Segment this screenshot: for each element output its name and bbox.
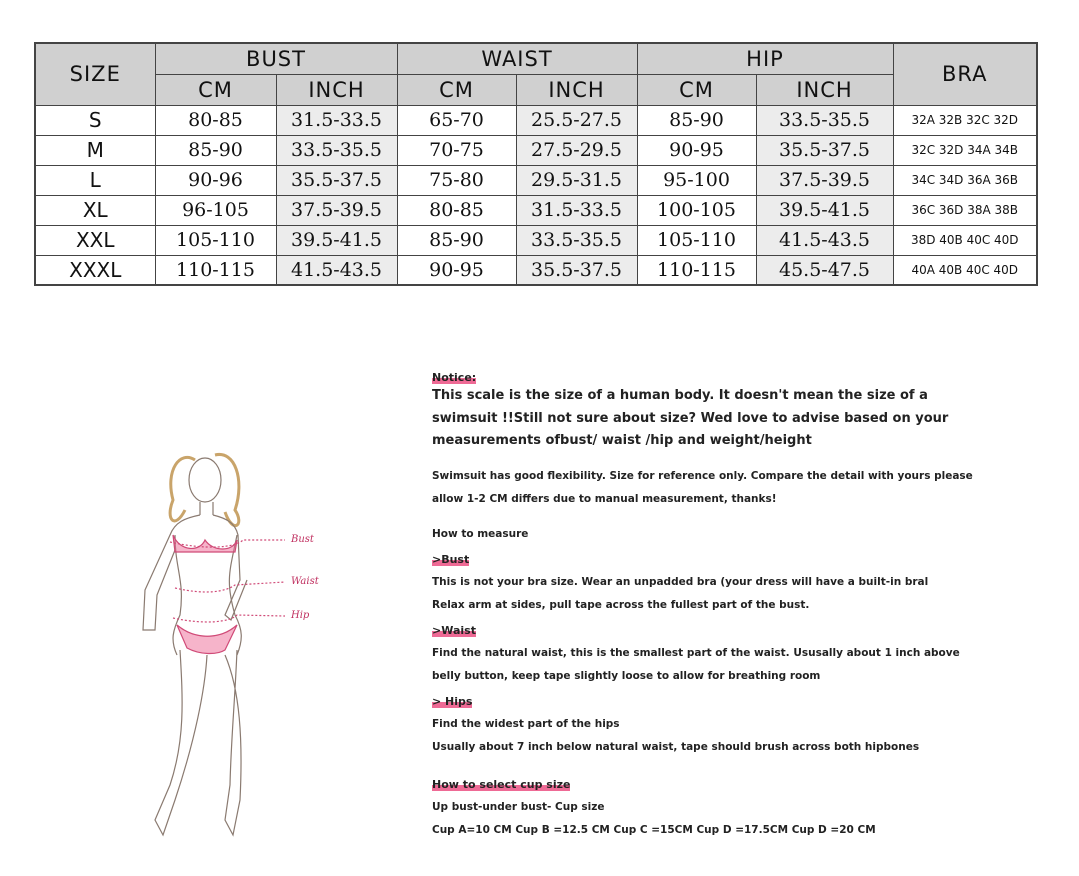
hip-label: Hip bbox=[291, 610, 310, 621]
cell-waist-cm: 65-70 bbox=[396, 104, 517, 136]
cell-waist-in: 29.5-31.5 bbox=[515, 164, 638, 196]
cell-waist-cm: 80-85 bbox=[396, 194, 517, 226]
table-row: XXXL 110-115 41.5-43.5 90-95 35.5-37.5 110-11… bbox=[34, 254, 1038, 286]
cell-hip-cm: 110-115 bbox=[636, 254, 757, 286]
header-hip: HIP bbox=[636, 42, 894, 75]
header-bust-inch: INCH bbox=[275, 73, 398, 106]
cell-hip-cm: 95-100 bbox=[636, 164, 757, 196]
cell-size: XXL bbox=[34, 224, 156, 256]
cell-waist-cm: 85-90 bbox=[396, 224, 517, 256]
table-row: XXL 105-110 39.5-41.5 85-90 33.5-35.5 105-110… bbox=[34, 224, 1038, 256]
cell-hip-cm: 90-95 bbox=[636, 134, 757, 166]
cup-line: Cup A=10 CM Cup B =12.5 CM Cup C =15CM C… bbox=[432, 823, 876, 836]
cup-line: Up bust-under bust- Cup size bbox=[432, 800, 605, 813]
cell-bust-in: 41.5-43.5 bbox=[275, 254, 398, 286]
table-row: M 85-90 33.5-35.5 70-75 27.5-29.5 90-95 35.5-3… bbox=[34, 134, 1038, 166]
cell-size: XXXL bbox=[34, 254, 156, 286]
cell-size: XL bbox=[34, 194, 156, 226]
cell-bra: 34C 34D 36A 36B bbox=[892, 164, 1038, 196]
cell-hip-cm: 85-90 bbox=[636, 104, 757, 136]
hips-line: Find the widest part of the hips bbox=[432, 717, 620, 730]
cell-bust-in: 31.5-33.5 bbox=[275, 104, 398, 136]
cell-waist-in: 25.5-27.5 bbox=[515, 104, 638, 136]
table-row: L 90-96 35.5-37.5 75-80 29.5-31.5 95-100 37.5-… bbox=[34, 164, 1038, 196]
notice-line: swimsuit !!Still not sure about size? We… bbox=[432, 410, 949, 426]
header-size: SIZE bbox=[34, 42, 156, 106]
cell-waist-cm: 75-80 bbox=[396, 164, 517, 196]
notice-line: This scale is the size of a human body. … bbox=[432, 388, 928, 403]
cell-waist-in: 35.5-37.5 bbox=[515, 254, 638, 286]
flex-line: allow 1-2 CM differs due to manual measu… bbox=[432, 492, 777, 505]
cell-bust-in: 35.5-37.5 bbox=[275, 164, 398, 196]
cell-size: M bbox=[34, 134, 156, 166]
table-row: S 80-85 31.5-33.5 65-70 25.5-27.5 85-90 33.5-3… bbox=[34, 104, 1038, 136]
cell-waist-in: 31.5-33.5 bbox=[515, 194, 638, 226]
bust-title: >Bust bbox=[432, 552, 470, 566]
cell-hip-in: 41.5-43.5 bbox=[755, 224, 894, 256]
cell-waist-cm: 70-75 bbox=[396, 134, 517, 166]
cell-hip-in: 45.5-47.5 bbox=[755, 254, 894, 286]
cell-bust-cm: 96-105 bbox=[154, 194, 277, 226]
bust-label: Bust bbox=[291, 534, 314, 545]
header-waist: WAIST bbox=[396, 42, 638, 75]
cell-bust-cm: 105-110 bbox=[154, 224, 277, 256]
cell-hip-in: 39.5-41.5 bbox=[755, 194, 894, 226]
cell-bra: 38D 40B 40C 40D bbox=[892, 224, 1038, 256]
header-bust: BUST bbox=[154, 42, 398, 75]
cell-hip-cm: 105-110 bbox=[636, 224, 757, 256]
measurement-notes: Notice: This scale is the size of a huma… bbox=[432, 366, 1052, 842]
hips-line: Usually about 7 inch below natural waist… bbox=[432, 740, 920, 753]
bust-line: This is not your bra size. Wear an unpad… bbox=[432, 575, 929, 588]
header-bust-cm: CM bbox=[154, 73, 277, 106]
cell-bra: 32A 32B 32C 32D bbox=[892, 104, 1038, 136]
cell-bust-in: 39.5-41.5 bbox=[275, 224, 398, 256]
cell-bra: 36C 36D 38A 38B bbox=[892, 194, 1038, 226]
cell-waist-in: 33.5-35.5 bbox=[515, 224, 638, 256]
cell-bust-cm: 85-90 bbox=[154, 134, 277, 166]
size-chart-table: SIZE BUST WAIST HIP BRA CM INCH CM INCH … bbox=[34, 42, 1038, 286]
how-to-measure: How to measure bbox=[432, 527, 529, 540]
cell-bra: 32C 32D 34A 34B bbox=[892, 134, 1038, 166]
cell-bra: 40A 40B 40C 40D bbox=[892, 254, 1038, 286]
cell-bust-cm: 90-96 bbox=[154, 164, 277, 196]
cell-bust-in: 33.5-35.5 bbox=[275, 134, 398, 166]
waist-title: >Waist bbox=[432, 623, 476, 637]
notice-title: Notice: bbox=[432, 371, 477, 384]
flex-line: Swimsuit has good flexibility. Size for … bbox=[432, 469, 973, 482]
notice-line: measurements ofbust/ waist /hip and weig… bbox=[432, 433, 812, 448]
cup-title: How to select cup size bbox=[432, 777, 571, 791]
hips-title: > Hips bbox=[432, 694, 473, 708]
cell-bust-in: 37.5-39.5 bbox=[275, 194, 398, 226]
cell-hip-in: 33.5-35.5 bbox=[755, 104, 894, 136]
cell-hip-cm: 100-105 bbox=[636, 194, 757, 226]
waist-line: Find the natural waist, this is the smal… bbox=[432, 646, 960, 659]
cell-hip-in: 37.5-39.5 bbox=[755, 164, 894, 196]
table-row: XL 96-105 37.5-39.5 80-85 31.5-33.5 100-105 39… bbox=[34, 194, 1038, 226]
cell-waist-in: 27.5-29.5 bbox=[515, 134, 638, 166]
header-hip-inch: INCH bbox=[755, 73, 894, 106]
body-measurement-illustration: Bust Waist Hip bbox=[125, 440, 335, 849]
cell-size: S bbox=[34, 104, 156, 136]
cell-size: L bbox=[34, 164, 156, 196]
waist-line: belly button, keep tape slightly loose t… bbox=[432, 669, 821, 682]
waist-label: Waist bbox=[291, 576, 319, 587]
cell-bust-cm: 80-85 bbox=[154, 104, 277, 136]
header-bra: BRA bbox=[892, 42, 1038, 106]
bust-line: Relax arm at sides, pull tape across the… bbox=[432, 598, 810, 611]
cell-hip-in: 35.5-37.5 bbox=[755, 134, 894, 166]
cell-waist-cm: 90-95 bbox=[396, 254, 517, 286]
header-waist-inch: INCH bbox=[515, 73, 638, 106]
cell-bust-cm: 110-115 bbox=[154, 254, 277, 286]
header-waist-cm: CM bbox=[396, 73, 517, 106]
header-hip-cm: CM bbox=[636, 73, 757, 106]
